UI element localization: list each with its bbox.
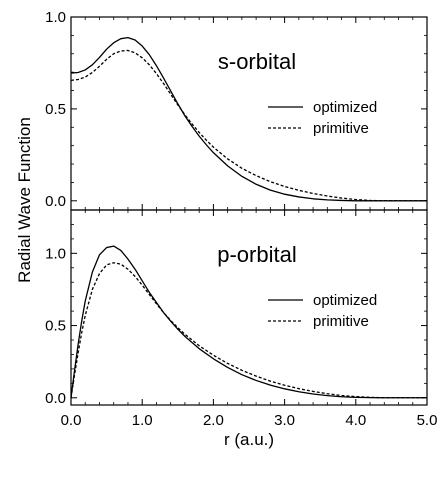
legend-label-primitive: primitive	[313, 120, 369, 137]
series-line-primitive	[70, 49, 427, 202]
legend-label-optimized: optimized	[313, 99, 377, 116]
x-axis-label: r (a.u.)	[224, 430, 274, 449]
panel-title: s-orbital	[218, 49, 296, 74]
panel-1: 0.0 0.5 1.0 p-orbital optimized primitive	[45, 209, 428, 407]
y-tick-label: 1.0	[45, 9, 66, 26]
series-line-optimized	[70, 36, 427, 202]
legend: optimized primitive	[268, 99, 377, 137]
panel-0: 0.0 0.5 1.0 s-orbital optimized primitive	[45, 9, 428, 211]
x-tick-label: 2.0	[203, 412, 224, 429]
x-axis: 0.0 1.0 2.0 3.0 4.0 5.0	[61, 412, 438, 429]
panels: 0.00.51.0s-orbitaloptimizedprimitive0.00…	[45, 9, 428, 407]
x-tick-label: 0.0	[61, 412, 82, 429]
x-tick-label: 1.0	[132, 412, 153, 429]
y-tick-label: 0.5	[45, 318, 66, 335]
legend-label-optimized: optimized	[313, 292, 377, 309]
x-tick-label: 5.0	[417, 412, 438, 429]
plot-frame	[70, 209, 428, 406]
y-tick-label: 0.0	[45, 193, 66, 210]
x-tick-label: 3.0	[274, 412, 295, 429]
legend: optimized primitive	[268, 292, 377, 330]
y-tick-label: 1.0	[45, 245, 66, 262]
y-tick-label: 0.5	[45, 101, 66, 118]
legend-label-primitive: primitive	[313, 313, 369, 330]
y-axis-label: Radial Wave Function	[15, 117, 34, 283]
panel-title: p-orbital	[217, 242, 296, 267]
series-line-primitive	[70, 262, 427, 399]
series-line-optimized	[70, 245, 427, 399]
y-tick-label: 0.0	[45, 390, 66, 407]
x-tick-label: 4.0	[345, 412, 366, 429]
